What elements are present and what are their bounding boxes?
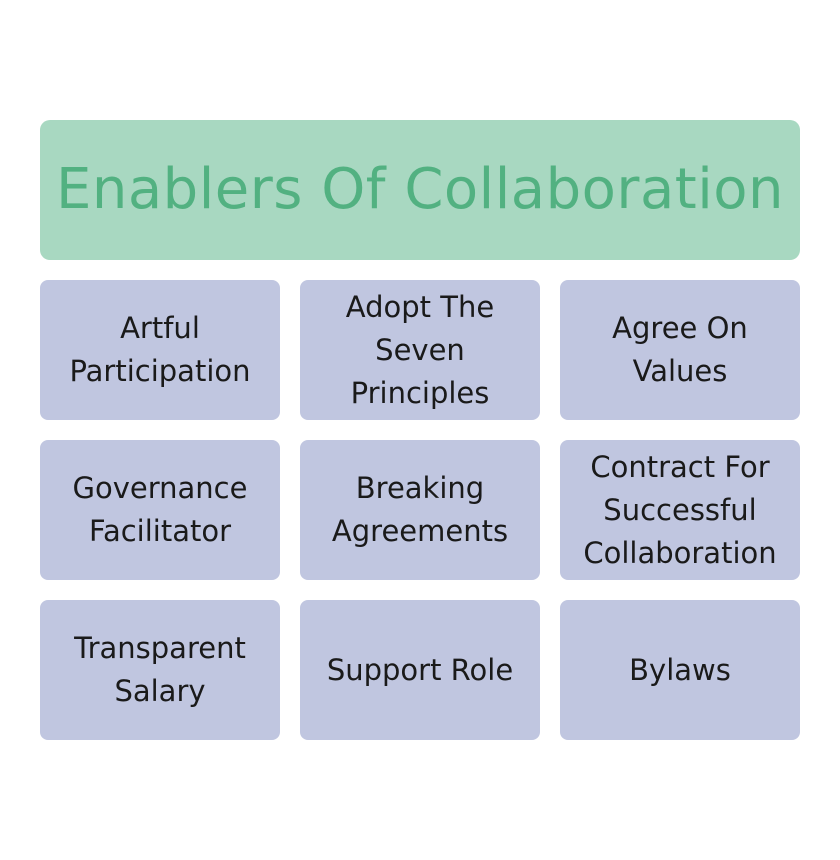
enabler-label: Contract For Successful Collaboration [583,449,777,570]
enabler-card: Agree On Values [560,280,800,420]
diagram-title: Enablers Of Collaboration [55,157,785,222]
enabler-card: Support Role [300,600,540,740]
enabler-card: Artful Participation [40,280,280,420]
enabler-card: Contract For Successful Collaboration [560,440,800,580]
title-box: Enablers Of Collaboration [40,120,800,260]
enabler-label: Transparent Salary [74,631,246,708]
enabler-card: Breaking Agreements [300,440,540,580]
enabler-label: Support Role [326,652,514,687]
enabler-label: Artful Participation [69,311,251,388]
enabler-label: Governance Facilitator [72,471,248,548]
enabler-label: Bylaws [629,652,731,687]
enabler-label: Agree On Values [612,311,748,388]
enabler-card: Governance Facilitator [40,440,280,580]
enablers-grid: Artful Participation Adopt The Seven Pri… [40,280,800,740]
enabler-card: Transparent Salary [40,600,280,740]
enabler-card: Adopt The Seven Principles [300,280,540,420]
enabler-label: Adopt The Seven Principles [345,289,495,410]
enabler-label: Breaking Agreements [331,471,509,548]
diagram: Enablers Of Collaboration Artful Partici… [40,120,800,740]
enabler-card: Bylaws [560,600,800,740]
